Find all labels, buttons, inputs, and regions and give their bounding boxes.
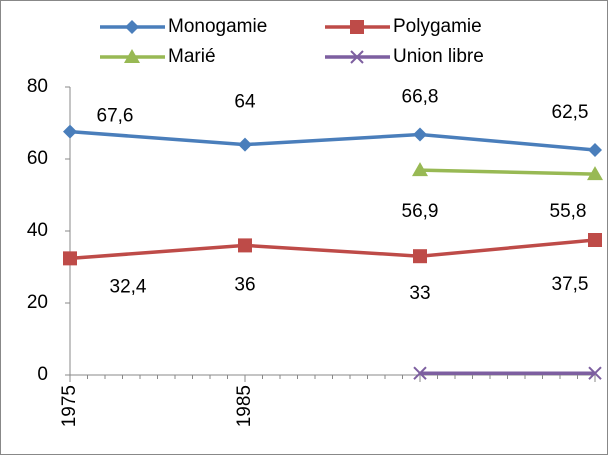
point: [238, 137, 252, 152]
y-tick-label: 40: [27, 220, 48, 241]
data-label: 32,4: [110, 276, 147, 297]
legend-marker: [350, 20, 364, 34]
data-label: 66,8: [402, 87, 439, 108]
y-tick-label: 20: [27, 292, 48, 313]
legend-label: Marié: [168, 46, 216, 67]
point: [238, 238, 252, 253]
data-label: 33: [409, 283, 430, 304]
data-label: 67,6: [97, 106, 134, 127]
point: [413, 249, 427, 264]
legend-label: Monogamie: [168, 16, 267, 37]
y-tick-label: 0: [37, 364, 48, 385]
y-tick-label: 80: [27, 76, 48, 97]
point: [588, 233, 602, 247]
data-label: 36: [234, 274, 255, 295]
legend-marker: [350, 50, 364, 64]
point: [63, 251, 77, 266]
point: [587, 166, 603, 181]
point: [588, 366, 602, 380]
point: [413, 127, 427, 142]
legend-marker: [125, 20, 139, 34]
data-label: 56,9: [402, 201, 439, 222]
point: [413, 366, 427, 380]
series-line: [419, 168, 596, 176]
point: [588, 143, 602, 157]
legend-label: Polygamie: [393, 16, 482, 37]
point: [412, 162, 428, 177]
legend-marker: [124, 49, 140, 63]
data-label: 55,8: [550, 201, 587, 222]
series-line: [69, 238, 596, 261]
series-line: [69, 129, 596, 152]
data-label: 64: [234, 92, 256, 113]
point: [63, 124, 77, 139]
x-tick-label: 1985: [234, 385, 255, 427]
data-label: 62,5: [552, 102, 589, 123]
x-tick-label: 1975: [59, 385, 80, 427]
data-label: 37,5: [552, 274, 589, 295]
legend-label: Union libre: [393, 46, 484, 67]
y-tick-label: 60: [27, 148, 48, 169]
